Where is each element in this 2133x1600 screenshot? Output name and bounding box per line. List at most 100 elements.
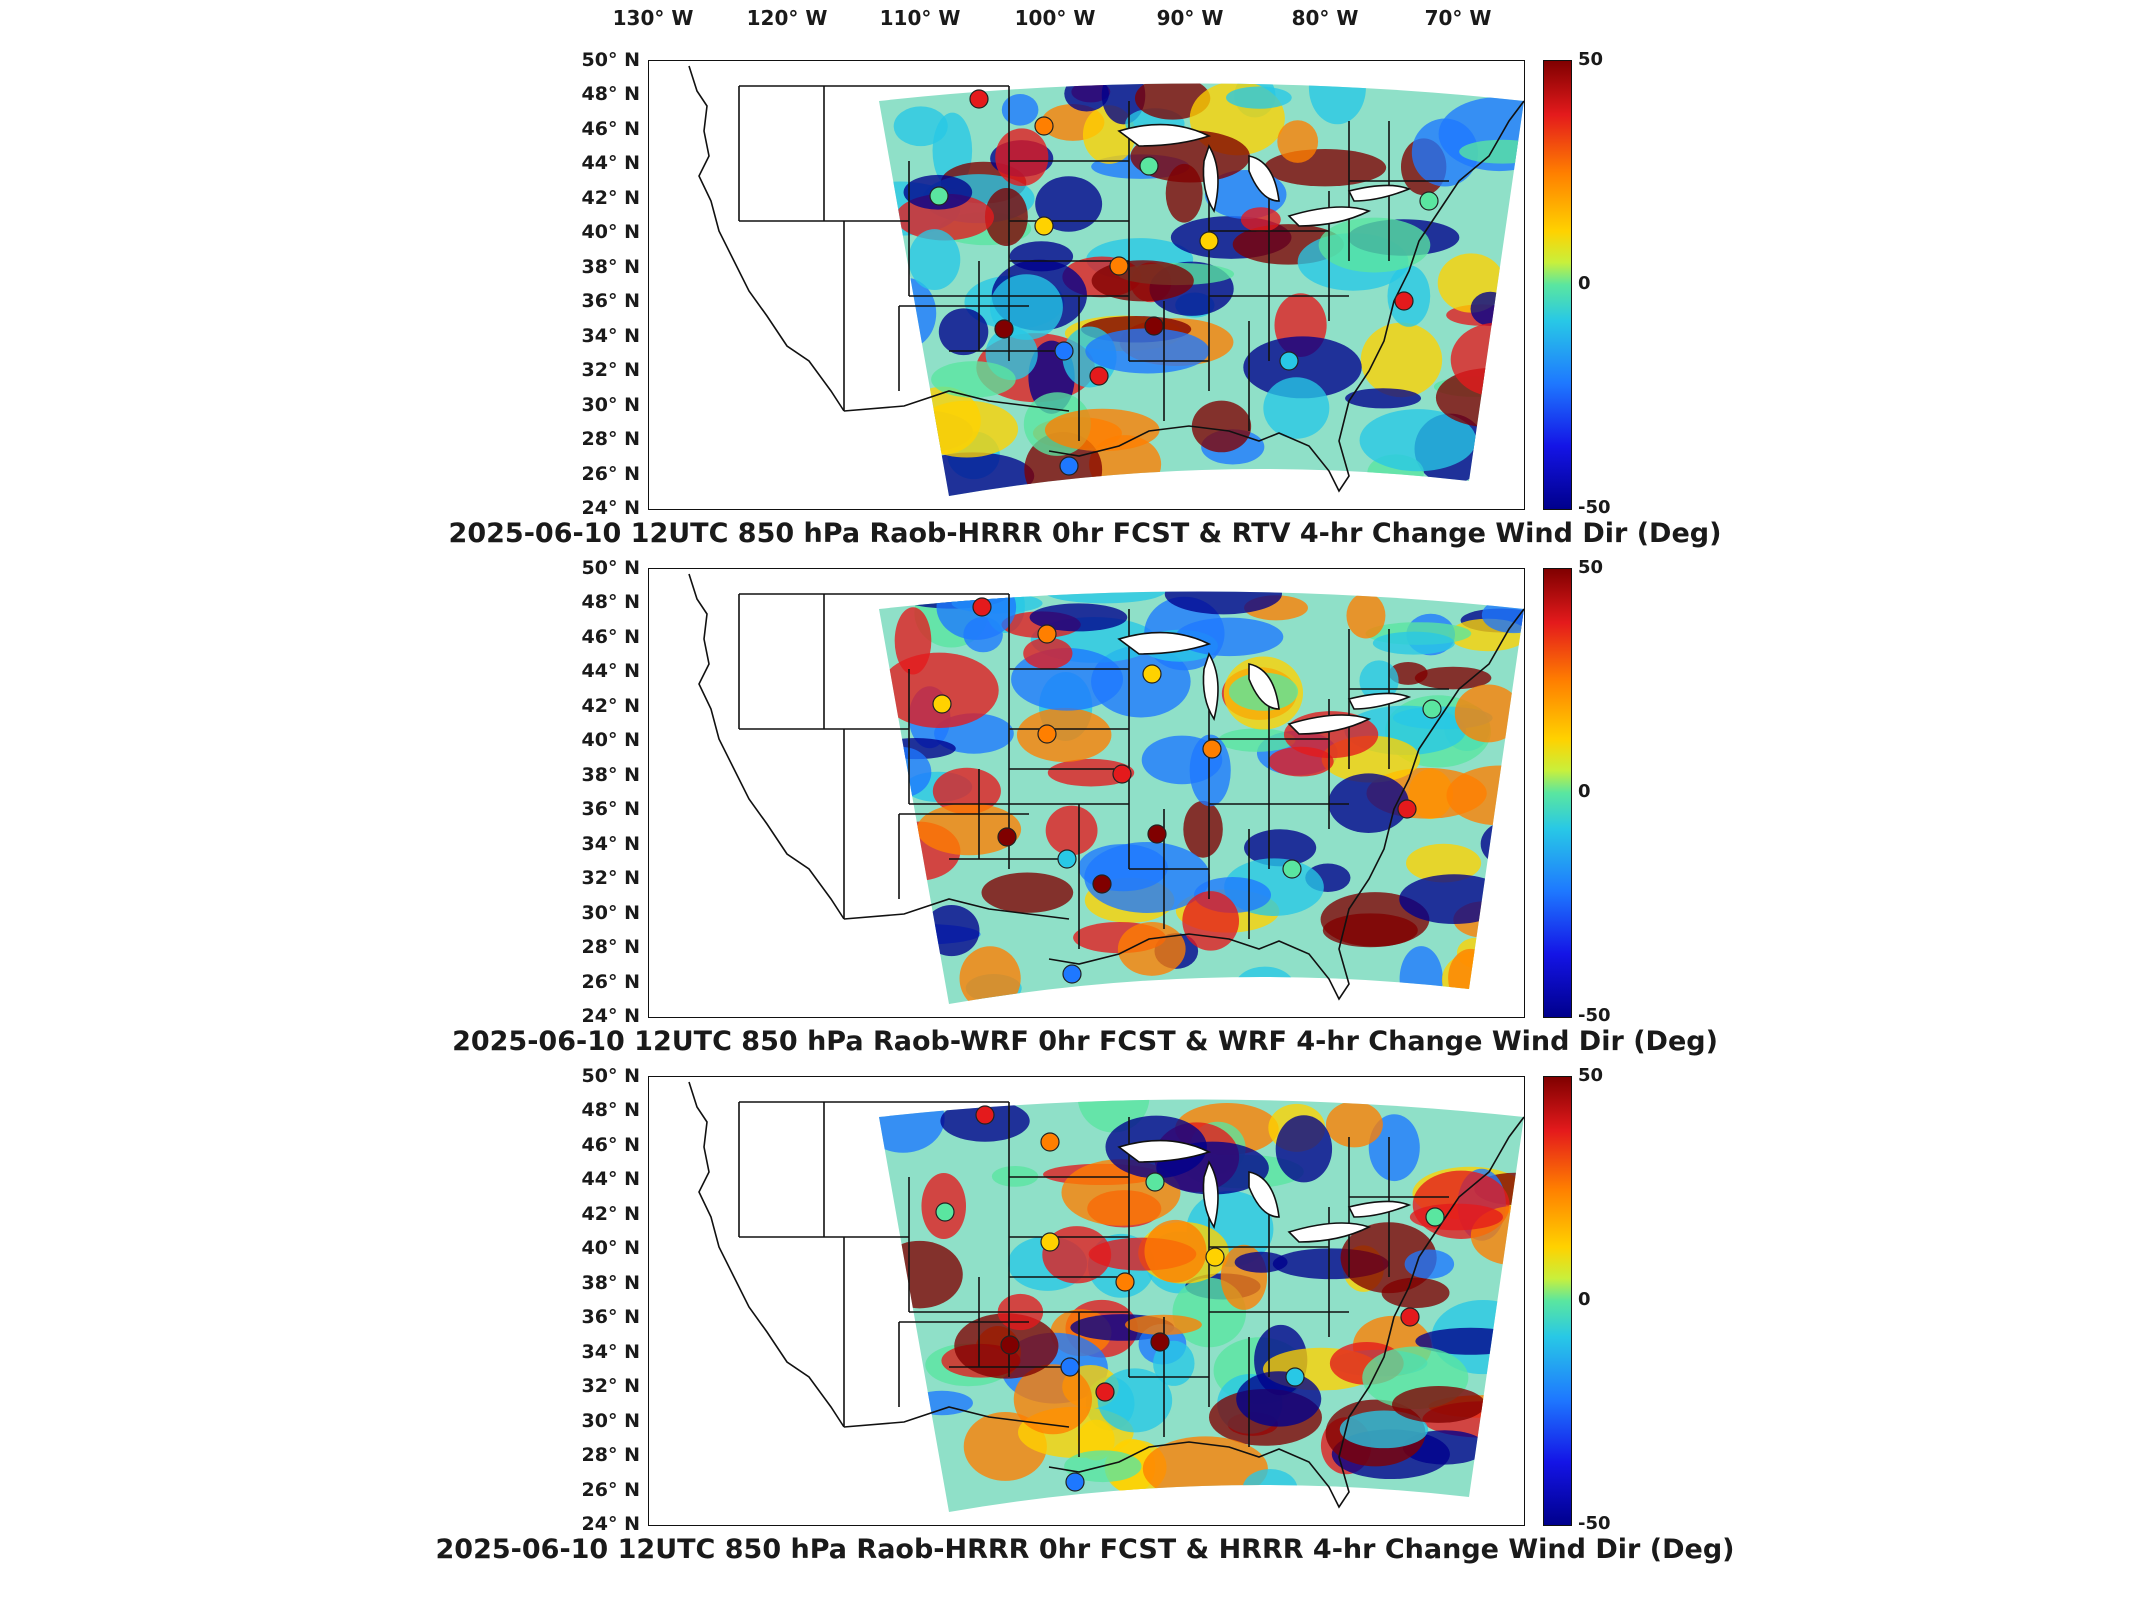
lat-label: 24° N [581, 1513, 640, 1535]
wind-change-field [879, 1099, 1524, 1512]
great-lake [1287, 714, 1372, 735]
field-patch [1042, 1226, 1112, 1284]
lat-label: 46° N [581, 625, 640, 648]
field-patch [910, 1390, 973, 1416]
field-patch [1144, 1219, 1207, 1283]
raob-station-marker [975, 1105, 995, 1125]
field-patch [984, 188, 1028, 247]
field-patch [1359, 409, 1477, 472]
field-patch [1191, 400, 1252, 453]
raob-station-marker [1040, 1232, 1060, 1252]
field-patch [1339, 1410, 1429, 1449]
state-borders [688, 1081, 1524, 1509]
lat-label: 36° N [581, 290, 640, 313]
raob-station-marker [1397, 799, 1417, 819]
lon-label-80w: 80° W [1291, 6, 1359, 30]
lat-label: 28° N [581, 936, 640, 959]
great-lake [1347, 1200, 1412, 1218]
raob-station-marker [1037, 624, 1057, 644]
field-patch [1016, 707, 1112, 762]
field-patch [1023, 637, 1073, 670]
great-lake [1287, 206, 1372, 227]
lon-label-100w: 100° W [1014, 6, 1096, 30]
field-patch [1226, 86, 1292, 109]
border-line [688, 573, 845, 920]
field-patch [1325, 1101, 1383, 1148]
lat-label: 44° N [581, 152, 640, 175]
field-patch [1399, 874, 1509, 924]
colorbar-mid-label: 0 [1578, 273, 1591, 294]
field-patch [1029, 603, 1128, 632]
lat-label: 48° N [581, 591, 640, 614]
field-patch [1454, 684, 1522, 743]
raob-station-marker [1139, 156, 1159, 176]
raob-station-marker [969, 89, 989, 109]
lat-label: 24° N [581, 497, 640, 519]
panel-title: 2025-06-10 12UTC 850 hPa Raob-HRRR 0hr F… [435, 1534, 1735, 1565]
colorbar-mid-label: 0 [1578, 1289, 1591, 1310]
great-lake [1347, 692, 1412, 710]
raob-station-marker [1142, 664, 1162, 684]
colorbar-min-label: -50 [1578, 1513, 1611, 1534]
map-frame [648, 568, 1525, 1018]
great-lake [1202, 144, 1219, 213]
raob-station-marker [1092, 874, 1112, 894]
lat-label: 48° N [581, 83, 640, 106]
field-patch [1360, 322, 1443, 398]
border-line [843, 390, 1070, 412]
field-patch [1117, 922, 1186, 976]
field-patch [1101, 83, 1146, 125]
raob-station-marker [1279, 351, 1299, 371]
field-patch [1308, 83, 1366, 125]
lat-label: 40° N [581, 221, 640, 244]
lat-label: 36° N [581, 1306, 640, 1329]
field-patch [916, 803, 1022, 856]
raob-station-marker [1034, 216, 1054, 236]
field-patch [1459, 139, 1524, 164]
field-patch [879, 746, 932, 798]
map-frame [648, 60, 1525, 510]
wind-direction-map [688, 65, 1524, 496]
lat-label: 28° N [581, 1444, 640, 1467]
field-patch [1372, 631, 1455, 655]
great-lake [1117, 631, 1212, 655]
raob-station-marker [1422, 699, 1442, 719]
lat-label: 46° N [581, 117, 640, 140]
field-patch [908, 229, 961, 291]
field-patch [893, 106, 948, 147]
colorbar-min-label: -50 [1578, 1005, 1611, 1026]
raob-station-marker [1112, 764, 1132, 784]
field-patch [1277, 120, 1319, 163]
lat-label: 42° N [581, 1202, 640, 1225]
border-line [688, 1081, 845, 1428]
field-patch [1045, 805, 1098, 856]
field-patch [1077, 1099, 1150, 1133]
great-lake [1202, 1160, 1219, 1229]
raob-station-marker [932, 694, 952, 714]
field-patch [1142, 1436, 1268, 1501]
field-patch [931, 361, 1016, 398]
raob-station-marker [972, 597, 992, 617]
raob-station-marker [1400, 1307, 1420, 1327]
lon-label-110w: 110° W [879, 6, 961, 30]
raob-station-marker [1199, 231, 1219, 251]
field-patch [879, 652, 999, 729]
panel-title: 2025-06-10 12UTC 850 hPa Raob-HRRR 0hr F… [448, 518, 1722, 549]
field-patch [1001, 94, 1039, 126]
wind-change-field [879, 591, 1524, 1004]
great-lake [1117, 1139, 1212, 1163]
raob-station-marker [1040, 1132, 1060, 1152]
raob-station-marker [1285, 1367, 1305, 1387]
lat-label: 46° N [581, 1133, 640, 1156]
field-patch [1345, 388, 1422, 409]
colorbar-max-label: 50 [1578, 49, 1604, 70]
field-patch [1448, 948, 1493, 1004]
lon-label-90w: 90° W [1156, 6, 1224, 30]
great-lake [1248, 1171, 1280, 1218]
field-patch [959, 946, 1021, 1004]
raob-station-marker [1109, 256, 1129, 276]
lat-label: 38° N [581, 255, 640, 278]
raob-station-marker [1115, 1272, 1135, 1292]
raob-station-marker [1394, 291, 1414, 311]
field-patch [1243, 336, 1362, 399]
